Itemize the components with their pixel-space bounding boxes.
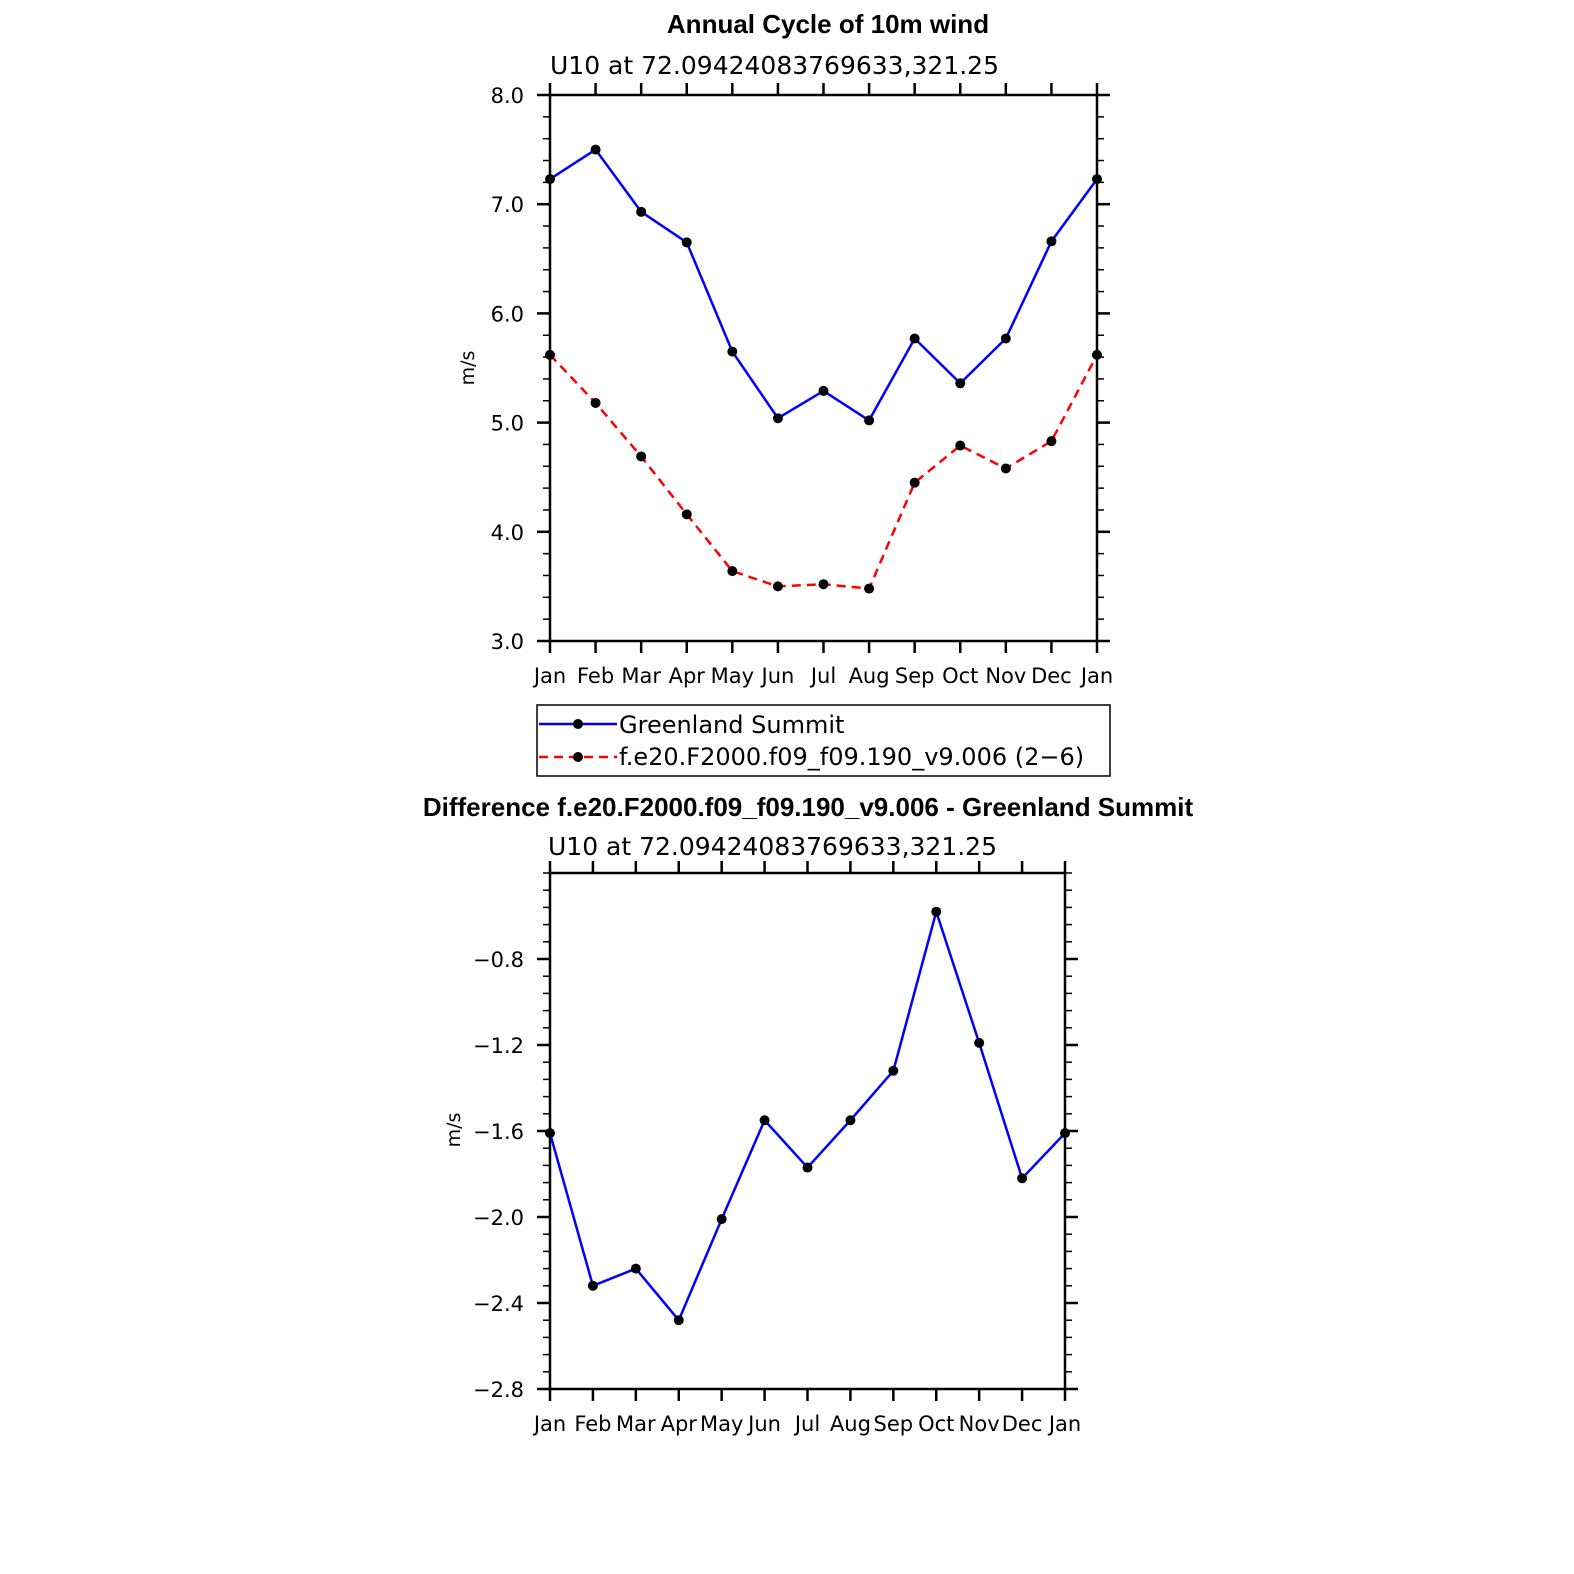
x-tick-label: Dec	[1031, 664, 1072, 688]
x-tick-label: Nov	[959, 1412, 1000, 1436]
chart1-title: Annual Cycle of 10m wind	[667, 9, 989, 39]
chart1-ylabel: m/s	[457, 351, 479, 386]
chart2-ylabel: m/s	[443, 1113, 465, 1148]
y-tick-label: −1.2	[473, 1034, 524, 1058]
data-point	[818, 579, 829, 590]
data-point	[845, 1115, 856, 1126]
plot-frame	[548, 871, 1067, 1391]
annual-cycle-chart: Annual Cycle of 10m wind U10 at 72.09424…	[457, 9, 1113, 777]
data-point	[590, 397, 601, 408]
x-tick-label: May	[700, 1412, 743, 1436]
x-tick-label: Apr	[669, 664, 706, 688]
data-point	[864, 583, 875, 594]
data-point	[818, 385, 829, 396]
data-point	[759, 1115, 770, 1126]
y-tick-label: 8.0	[491, 84, 524, 108]
x-tick-label: Apr	[661, 1412, 698, 1436]
data-point	[1000, 463, 1011, 474]
x-tick-label: Jan	[1079, 664, 1113, 688]
chart2-plot-area: Jan Feb Mar Apr May Jun Jul Aug Sep Oct Nov Dec Jan−…	[473, 861, 1081, 1436]
chart1-subtitle: U10 at 72.09424083769633,321.25	[550, 51, 999, 80]
legend-label-model: f.e20.F2000.f09_f09.190_v9.006 (2−6)	[619, 743, 1084, 771]
legend-marker-greenland	[573, 719, 583, 729]
chart1-legend: Greenland Summit f.e20.F2000.f09_f09.190…	[536, 704, 1111, 777]
y-tick-label: −2.0	[473, 1206, 524, 1230]
data-point	[636, 206, 647, 217]
chart2-subtitle: U10 at 72.09424083769633,321.25	[548, 832, 997, 861]
x-tick-label: Mar	[616, 1412, 656, 1436]
y-tick-label: −1.6	[473, 1120, 524, 1144]
data-point	[681, 509, 692, 520]
legend-marker-model	[573, 752, 583, 762]
x-tick-label: Jan	[1047, 1412, 1081, 1436]
data-point	[772, 581, 783, 592]
difference-chart: Difference f.e20.F2000.f09_f09.190_v9.00…	[423, 792, 1194, 1436]
data-point	[974, 1037, 985, 1048]
data-point	[1092, 349, 1102, 360]
x-tick-label: Sep	[895, 664, 935, 688]
data-point	[727, 566, 738, 577]
data-point	[630, 1263, 641, 1274]
data-point	[587, 1280, 598, 1291]
x-tick-label: Nov	[985, 664, 1026, 688]
y-tick-label: −2.4	[473, 1292, 524, 1316]
x-tick-label: Sep	[874, 1412, 914, 1436]
data-point	[681, 237, 692, 248]
series-line-0	[549, 147, 1099, 423]
data-point	[909, 477, 920, 488]
x-tick-label: May	[711, 664, 754, 688]
x-tick-label: Oct	[918, 1412, 954, 1436]
chart1-plot-area: Jan Feb Mar Apr May Jun Jul Aug Sep Oct Nov Dec Jan 3…	[491, 83, 1113, 688]
data-point	[1017, 1173, 1028, 1184]
data-point	[1060, 1128, 1070, 1139]
data-point	[545, 349, 555, 360]
plot-frame	[548, 93, 1099, 643]
data-point	[727, 346, 738, 357]
x-tick-label: Oct	[942, 664, 978, 688]
data-point	[772, 413, 783, 424]
data-point	[673, 1315, 684, 1326]
data-point	[636, 451, 647, 462]
data-point	[802, 1162, 813, 1173]
data-point	[545, 1128, 555, 1139]
x-tick-label: Jan	[532, 664, 566, 688]
series-line-0	[548, 907, 1066, 1323]
y-tick-label: 7.0	[491, 193, 524, 217]
y-tick-label: 5.0	[491, 412, 524, 436]
legend-label-greenland: Greenland Summit	[619, 711, 844, 739]
x-tick-label: Mar	[621, 664, 661, 688]
x-tick-label: Aug	[830, 1412, 871, 1436]
data-point	[1046, 236, 1057, 247]
data-point	[590, 144, 601, 155]
x-tick-label: Feb	[577, 664, 614, 688]
x-tick-label: Jun	[746, 1412, 781, 1436]
y-tick-label: −2.8	[473, 1378, 524, 1402]
data-point	[1092, 174, 1102, 185]
data-point	[716, 1214, 727, 1225]
data-point	[545, 174, 555, 185]
y-tick-label: 3.0	[491, 630, 524, 654]
y-tick-label: −0.8	[473, 948, 524, 972]
x-tick-label: Dec	[1002, 1412, 1043, 1436]
data-point	[888, 1065, 899, 1076]
legend-box	[536, 704, 1111, 777]
x-tick-label: Feb	[574, 1412, 611, 1436]
x-tick-label: Jun	[760, 664, 795, 688]
data-point	[1046, 436, 1057, 447]
chart2-title: Difference f.e20.F2000.f09_f09.190_v9.00…	[423, 792, 1194, 822]
x-tick-label: Jul	[809, 664, 836, 688]
data-point	[931, 906, 942, 917]
data-point	[955, 378, 966, 389]
y-tick-label: 6.0	[491, 302, 524, 326]
x-tick-label: Aug	[849, 664, 890, 688]
y-tick-label: 4.0	[491, 521, 524, 545]
x-tick-label: Jul	[793, 1412, 820, 1436]
x-tick-label: Jan	[532, 1412, 566, 1436]
data-point	[955, 440, 966, 451]
data-point	[909, 333, 920, 344]
data-point	[864, 415, 875, 426]
data-point	[1000, 333, 1011, 344]
